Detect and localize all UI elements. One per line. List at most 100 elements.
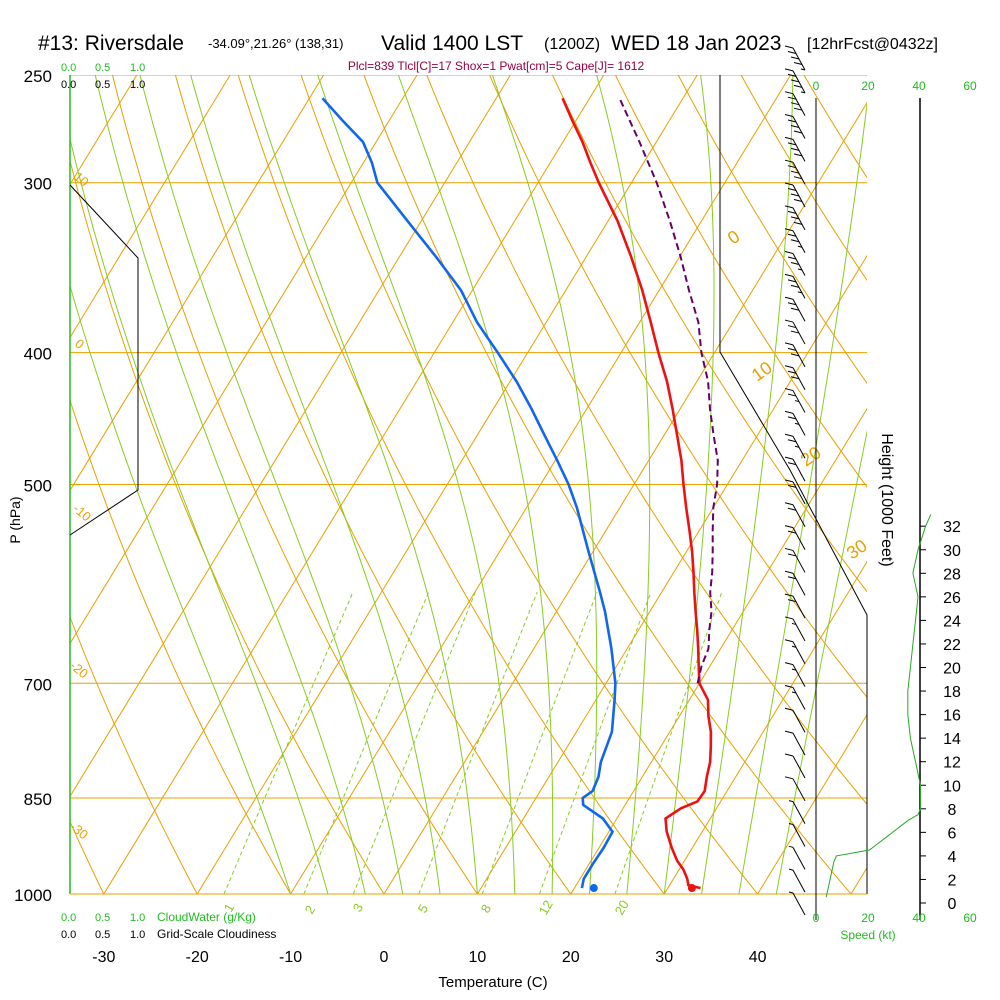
mixing-ratio-line <box>223 592 354 894</box>
speed-tick-bottom-3: 60 <box>963 911 977 925</box>
wind-barb-flag <box>784 730 794 734</box>
wind-barb <box>788 845 806 870</box>
wind-barb-staff <box>792 869 806 893</box>
station-title: #13: Riversdale <box>38 32 184 55</box>
isotherm-40 <box>757 713 867 894</box>
dewpoint-line <box>321 97 617 889</box>
wind-barb-staff <box>792 801 806 824</box>
wind-barb-flag <box>787 279 797 283</box>
wind-barb-half-flag <box>800 68 806 71</box>
wind-barb-flag <box>790 56 800 60</box>
cloudwater-tick-bottom-2: 1.0 <box>130 912 145 924</box>
mixing-ratio-label: 3 <box>350 901 367 915</box>
cloudwater-label: CloudWater (g/Kg) <box>157 910 256 924</box>
x-axis-title: Temperature (C) <box>438 974 547 991</box>
wind-barb <box>784 753 806 779</box>
wind-barb <box>784 182 806 208</box>
wind-barb-flag <box>787 393 797 397</box>
wind-barb-staff <box>792 573 806 596</box>
height-tick-6: 6 <box>948 825 957 842</box>
wind-barb-flag <box>784 182 794 186</box>
wind-barb-flag <box>793 130 803 134</box>
wind-barb-flag <box>784 68 794 72</box>
wind-barb <box>784 479 806 505</box>
wind-barb-flag <box>784 342 794 346</box>
wind-barb <box>784 205 806 231</box>
dry-adiabat <box>614 75 867 488</box>
wind-barb-half-flag <box>791 622 797 625</box>
wind-barb-flag <box>793 199 803 203</box>
pressure-tick-250: 250 <box>24 67 52 86</box>
wind-barb-flag <box>790 102 800 106</box>
wind-barb-flag <box>790 216 800 220</box>
isotherm-0 <box>383 101 867 894</box>
moist-adiabat <box>596 75 651 894</box>
wind-barb <box>784 342 806 368</box>
wind-barb-staff <box>792 595 806 619</box>
height-tick-4: 4 <box>948 849 957 866</box>
dry-adiabat <box>300 75 758 894</box>
wind-barb-flag <box>793 107 803 111</box>
temp-tick--30: -30 <box>92 949 115 966</box>
dry-adiabat-label: 0 <box>724 226 744 248</box>
wind-barb-flag <box>790 125 800 128</box>
mixing-ratio-label: 12 <box>536 897 556 917</box>
wind-barb-flag <box>787 210 797 214</box>
wind-barb-staff <box>792 732 806 756</box>
mixing-ratio-line <box>418 592 538 894</box>
moist-adiabat <box>491 75 598 894</box>
dry-adiabat <box>489 75 867 698</box>
wind-barb-half-flag <box>788 845 794 848</box>
dry-adiabat-label: 20 <box>797 442 825 470</box>
dry-adiabat <box>993 75 1000 894</box>
wind-barb-flag <box>787 96 797 100</box>
wind-barb-flag <box>790 330 800 334</box>
speed-tick-bottom-2: 40 <box>912 911 926 925</box>
dry-adiabat <box>70 398 292 894</box>
wind-barb <box>784 616 806 642</box>
temp-tick-20: 20 <box>562 949 580 966</box>
wind-barb <box>784 228 806 253</box>
wind-barb-flag <box>787 553 797 557</box>
wind-barb-flag <box>787 347 797 351</box>
wind-barb-flag <box>790 239 800 243</box>
wind-barb <box>784 159 806 185</box>
wind-barb-flag <box>784 273 794 277</box>
wind-barb-flag <box>787 325 797 329</box>
wind-barb <box>784 776 806 802</box>
wind-barb-flag <box>784 684 794 688</box>
stability-indices: Plcl=839 Tlcl[C]=17 Shox=1 Pwat[cm]=5 Ca… <box>348 59 645 73</box>
wind-barb-flag <box>784 662 794 666</box>
moist-adiabat <box>248 75 478 894</box>
pressure-tick-700: 700 <box>24 675 52 694</box>
wind-barb-flag <box>793 176 803 180</box>
wind-barb-flag <box>784 91 794 95</box>
wind-barb <box>784 68 806 94</box>
dry-adiabat-label: 30 <box>843 535 871 563</box>
wind-barb-flag <box>790 193 800 197</box>
wind-barb-flag <box>790 79 800 83</box>
height-tick-28: 28 <box>943 566 961 583</box>
height-tick-26: 26 <box>943 590 961 607</box>
wind-barb-staff <box>792 527 806 550</box>
wind-barb-flag <box>784 205 794 209</box>
wind-barb-staff <box>792 641 806 665</box>
speed-tick-top-1: 20 <box>861 79 875 93</box>
wind-barb <box>784 45 806 71</box>
wind-barb-half-flag <box>791 691 797 694</box>
wind-barb-flag <box>784 776 794 780</box>
wind-barb-half-flag <box>788 800 794 803</box>
wind-barb <box>784 136 806 162</box>
wind-barb-flag <box>793 84 803 88</box>
dry-adiabat <box>237 75 665 894</box>
moist-adiabat <box>738 100 867 894</box>
moist-adiabat <box>139 75 404 894</box>
cloudiness-tick-top-1: 0.5 <box>95 79 110 91</box>
wind-barb <box>784 525 806 550</box>
wind-barb-flag <box>787 507 797 511</box>
wind-barb <box>784 251 806 276</box>
forecast-info: [12hrFcst@0432z] <box>807 36 938 53</box>
wind-barb-flag <box>787 73 797 77</box>
cloudwater-tick-top-2: 1.0 <box>130 62 145 74</box>
